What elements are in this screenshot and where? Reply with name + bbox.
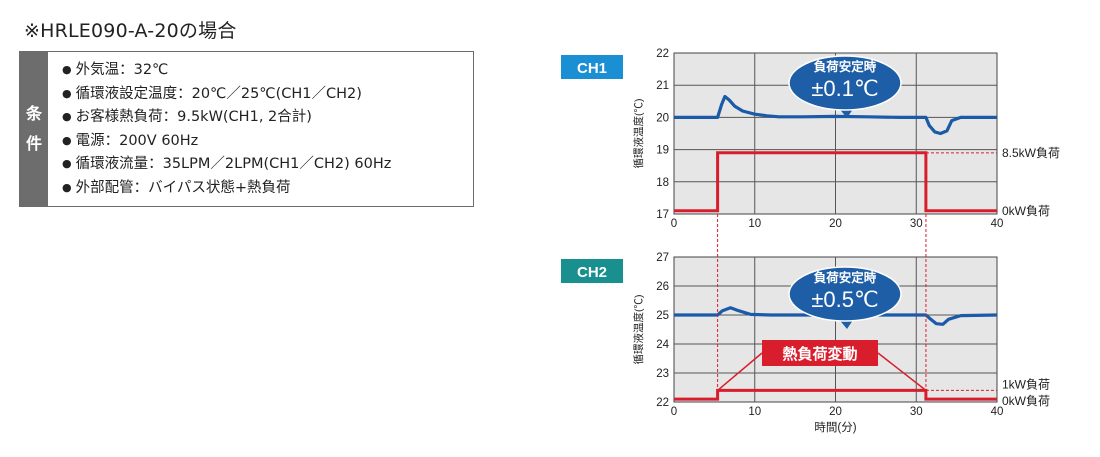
callout-value: ±0.1℃	[811, 76, 878, 101]
page-heading: ※HRLE090-A-20の場合	[24, 20, 237, 42]
load-level-label: 1kW負荷	[1002, 377, 1050, 391]
annotation-label: 熱負荷変動	[782, 345, 857, 363]
y-tick-label: 26	[656, 281, 669, 293]
chart-ch1: 17 18 19 20 21 22 0 10 20 30 40 循環液温度(℃) CH1 8.5kW負荷 0…	[561, 48, 1060, 230]
stability-callout: 負荷安定時 ±0.1℃	[788, 55, 902, 118]
x-tick-label: 30	[910, 406, 923, 418]
y-tick-label: 19	[656, 145, 669, 157]
condition-item: 電源：200V 60Hz	[62, 130, 391, 154]
y-tick-label: 21	[656, 80, 669, 92]
x-tick-label: 10	[748, 406, 761, 418]
callout-title: 負荷安定時	[814, 270, 877, 285]
load-level-label: 0kW負荷	[1002, 204, 1050, 218]
conditions-panel: 条 件 外気温：32℃ 循環液設定温度：20℃／25℃(CH1／CH2) お客様…	[19, 51, 474, 207]
stability-callout: 負荷安定時 ±0.5℃	[788, 266, 902, 329]
callout-bubble	[788, 55, 902, 111]
channel-tag-label: CH1	[577, 60, 607, 77]
condition-item: 循環液設定温度：20℃／25℃(CH1／CH2)	[62, 83, 391, 107]
callout-value: ±0.5℃	[811, 287, 878, 312]
condition-item: お客様熱負荷：9.5kW(CH1, 2合計)	[62, 106, 391, 130]
condition-item: 外部配管：バイパス状態+熱負荷	[62, 177, 391, 201]
y-tick-label: 18	[656, 177, 669, 189]
x-axis-label: 時間(分)	[814, 421, 856, 434]
load-series-line	[674, 388, 997, 401]
x-tick-label: 0	[671, 218, 677, 230]
x-tick-label: 10	[748, 218, 761, 230]
callout-title: 負荷安定時	[814, 59, 877, 74]
x-tick-label: 30	[910, 218, 923, 230]
x-tick-label: 20	[829, 218, 842, 230]
x-tick-label: 0	[671, 406, 677, 418]
annotation-box	[762, 340, 878, 366]
channel-tag-box	[561, 259, 623, 283]
y-tick-label: 24	[656, 339, 669, 351]
condition-item: 外気温：32℃	[62, 59, 391, 83]
y-tick-label: 22	[656, 48, 669, 60]
y-tick-label: 17	[656, 209, 669, 221]
conditions-label-char: 条	[25, 104, 42, 123]
x-tick-label: 40	[991, 406, 1004, 418]
channel-tag-label: CH2	[577, 264, 607, 281]
condition-item: 循環液流量：35LPM／2LPM(CH1／CH2) 60Hz	[62, 153, 392, 177]
conditions-list: 外気温：32℃ 循環液設定温度：20℃／25℃(CH1／CH2) お客様熱負荷：…	[62, 59, 392, 201]
annotation-leader-left	[717, 352, 763, 391]
conditions-label-char: 件	[25, 134, 42, 153]
y-tick-label: 20	[656, 112, 669, 124]
y-tick-label: 25	[656, 310, 669, 322]
y-tick-label: 27	[656, 252, 669, 264]
channel-tag-box	[561, 55, 623, 79]
y-tick-label: 22	[656, 397, 669, 409]
y-axis-label: 循環液温度(℃)	[632, 99, 645, 169]
annotation-leader-right	[877, 352, 927, 391]
load-level-label: 8.5kW負荷	[1002, 146, 1060, 160]
chart-ch2: 22 23 24 25 26 27 0 10 20 30 40 循環液温度(℃) 時間(分) CH2 1kW…	[561, 252, 1050, 434]
y-axis-label: 循環液温度(℃)	[632, 295, 645, 365]
load-series-line	[674, 151, 997, 213]
callout-bubble	[788, 266, 902, 322]
y-tick-label: 23	[656, 368, 669, 380]
temperature-series-line	[674, 94, 997, 136]
x-tick-label: 40	[991, 218, 1004, 230]
conditions-label: 条 件	[20, 52, 48, 206]
x-tick-label: 20	[829, 406, 842, 418]
load-level-label: 0kW負荷	[1002, 394, 1050, 408]
